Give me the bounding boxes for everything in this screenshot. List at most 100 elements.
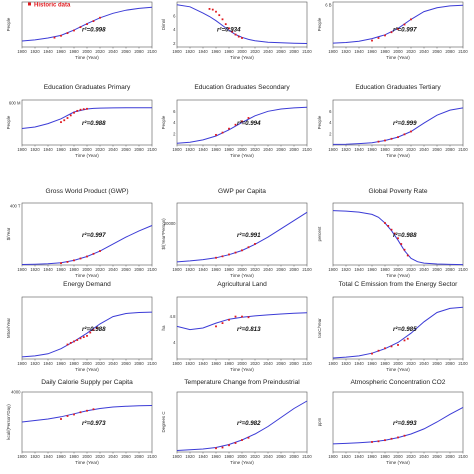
historic-data-point — [66, 117, 69, 119]
historic-data-point — [371, 441, 373, 443]
x-tick-label: 2080 — [289, 267, 299, 272]
historic-data-point — [218, 14, 221, 17]
chart-title: Gross World Product (GWP) — [45, 188, 128, 195]
x-tick-label: 1900 — [328, 361, 338, 366]
model-series-line — [332, 210, 464, 266]
x-tick-label: 1920 — [185, 361, 195, 366]
historic-data-point — [393, 232, 396, 235]
x-tick-label: 2080 — [289, 147, 299, 152]
y-tick-label: 6 B — [325, 3, 331, 8]
x-tick-label: 2040 — [263, 267, 273, 272]
x-axis-label: Time (Year) — [230, 273, 254, 278]
historic-data-point — [234, 123, 237, 126]
historic-data-point — [79, 26, 82, 29]
historic-data-point — [241, 249, 243, 252]
historic-data-point — [234, 251, 237, 254]
x-tick-label: 1940 — [354, 454, 364, 459]
x-tick-label: 2020 — [406, 361, 416, 366]
historic-data-point — [377, 140, 380, 143]
x-tick-label: 1900 — [17, 49, 27, 54]
x-tick-label: 1960 — [211, 267, 221, 272]
historic-data-point — [224, 23, 227, 26]
historic-data-point — [234, 315, 237, 318]
x-tick-label: 2100 — [147, 454, 157, 459]
x-tick-label: 2100 — [302, 147, 312, 152]
x-tick-label: 1900 — [328, 147, 338, 152]
x-tick-label: 2100 — [147, 147, 157, 152]
historic-data-point — [221, 255, 224, 258]
historic-data-point — [406, 337, 409, 340]
y-tick-label: 2 — [173, 131, 176, 136]
x-tick-label: 1980 — [224, 361, 234, 366]
historic-data-point — [384, 439, 386, 442]
x-tick-label: 1980 — [380, 49, 390, 54]
x-tick-label: 2020 — [95, 361, 105, 366]
r-squared-label: r²=0.982 — [237, 420, 261, 427]
x-tick-label: 1900 — [17, 361, 27, 366]
x-tick-label: 2020 — [250, 454, 260, 459]
historic-data-point — [86, 107, 88, 110]
x-tick-label: 2000 — [237, 267, 247, 272]
r-squared-label: r²=0.813 — [237, 326, 261, 333]
x-tick-label: 2020 — [250, 267, 260, 272]
r-squared-label: r²=0.988 — [82, 120, 106, 127]
historic-data-point — [215, 447, 217, 450]
x-tick-label: 1940 — [198, 361, 208, 366]
x-tick-label: 1900 — [17, 147, 27, 152]
x-tick-label: 2080 — [134, 49, 144, 54]
x-tick-label: 1920 — [341, 267, 351, 272]
historic-data-point — [241, 315, 243, 318]
x-tick-label: 1920 — [341, 147, 351, 152]
x-tick-label: 1940 — [198, 454, 208, 459]
x-tick-label: 1900 — [328, 454, 338, 459]
r-squared-label: r²=0.998 — [82, 27, 106, 34]
x-tick-label: 1920 — [30, 361, 40, 366]
x-tick-label: 1940 — [43, 454, 53, 459]
historic-data-point — [66, 415, 69, 417]
x-tick-label: 2020 — [406, 49, 416, 54]
y-axis-label: ppm — [317, 417, 322, 426]
x-tick-label: 1980 — [380, 454, 390, 459]
x-tick-label: 1940 — [354, 361, 364, 366]
historic-data-point — [79, 411, 82, 414]
x-tick-label: 1980 — [380, 267, 390, 272]
x-tick-label: 1920 — [30, 49, 40, 54]
x-tick-label: 1960 — [211, 49, 221, 54]
x-tick-label: 1960 — [56, 267, 66, 272]
x-tick-label: 2080 — [445, 49, 455, 54]
historic-data-point — [73, 29, 75, 32]
chart-title: Total C Emission from the Energy Sector — [339, 281, 459, 288]
historic-data-point — [99, 16, 101, 19]
x-tick-label: 2020 — [95, 454, 105, 459]
x-tick-label: 1980 — [69, 454, 79, 459]
historic-data-point — [60, 418, 62, 420]
x-tick-label: 1940 — [43, 147, 53, 152]
x-tick-label: 2100 — [458, 454, 468, 459]
x-tick-label: 2000 — [393, 361, 403, 366]
chart-panel-1: 1900 1920 1940 1960 1980 2000 2020 2040 2060 2080… — [6, 1, 157, 60]
x-tick-label: 2040 — [263, 361, 273, 366]
x-tick-label: 1920 — [30, 267, 40, 272]
y-axis-label: $/(Year*Person) — [161, 218, 166, 250]
x-tick-label: 2060 — [432, 49, 442, 54]
x-axis-label: Time (Year) — [75, 273, 99, 278]
x-tick-label: 2060 — [121, 147, 131, 152]
chart-title: GWP per Capita — [218, 188, 266, 195]
x-tick-label: 1940 — [43, 49, 53, 54]
chart-title: Education Graduates Tertiary — [355, 84, 441, 91]
x-tick-label: 2100 — [458, 267, 468, 272]
x-tick-label: 2000 — [237, 49, 247, 54]
y-axis-label: Degrees C — [161, 412, 166, 433]
historic-data-point — [247, 436, 250, 439]
historic-data-point — [221, 322, 224, 325]
historic-data-point — [208, 8, 211, 10]
x-tick-label: 2040 — [108, 267, 118, 272]
x-axis-label: Time (Year) — [75, 55, 99, 60]
x-tick-label: 2040 — [419, 49, 429, 54]
x-tick-label: 1920 — [30, 454, 40, 459]
x-tick-label: 1940 — [354, 267, 364, 272]
historic-data-point — [86, 409, 88, 412]
historic-data-point — [234, 442, 237, 444]
x-tick-label: 2080 — [445, 267, 455, 272]
